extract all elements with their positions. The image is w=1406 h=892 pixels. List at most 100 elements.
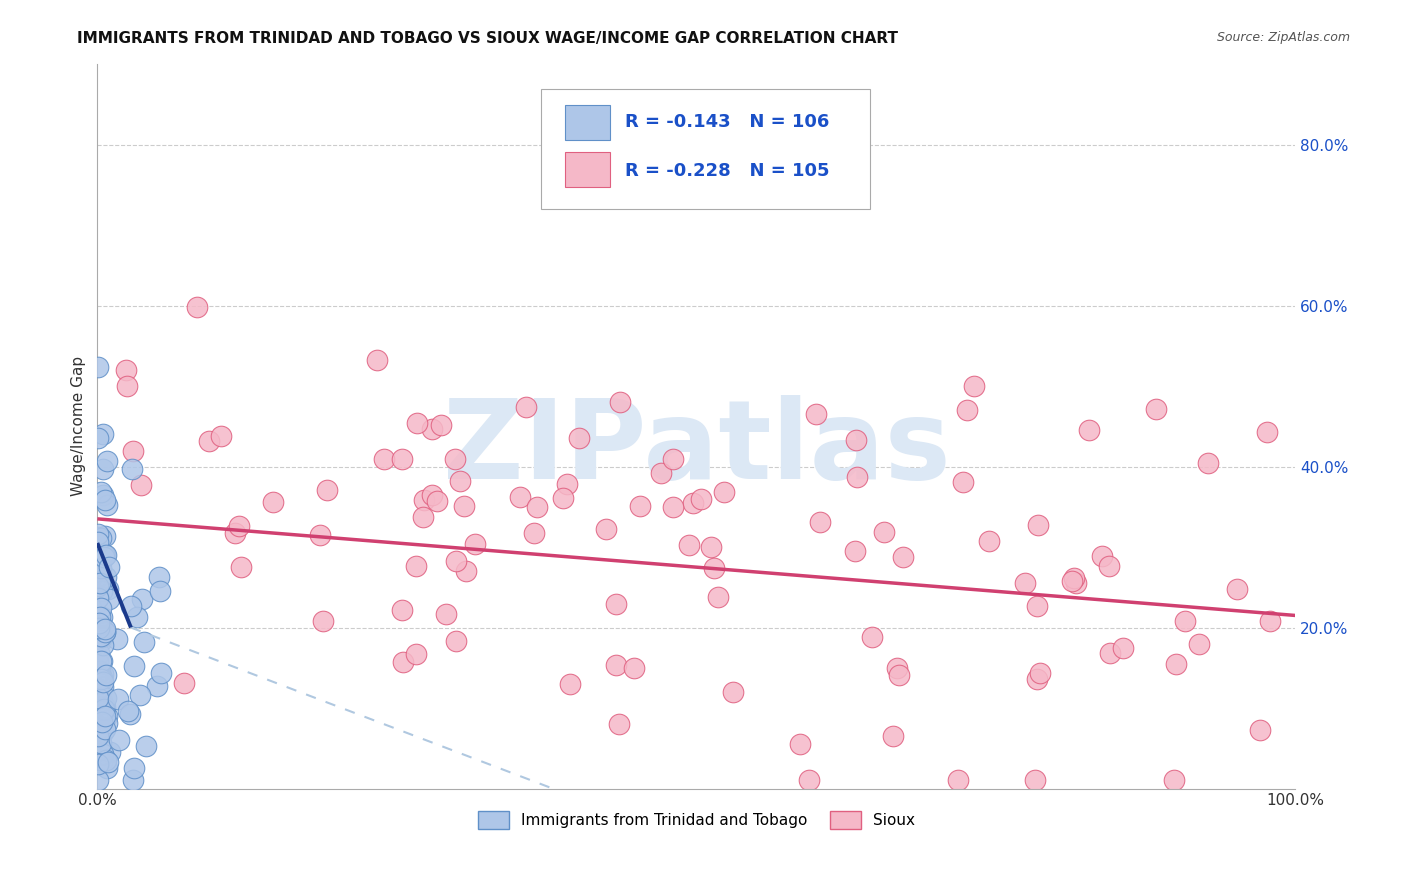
- Point: [91, 584, 114, 599]
- Point: [90, 630, 112, 644]
- Point: [623, 661, 645, 675]
- Point: [628, 499, 651, 513]
- Text: Source: ZipAtlas.com: Source: ZipAtlas.com: [1216, 31, 1350, 45]
- Point: [186, 300, 208, 314]
- Point: [889, 668, 911, 682]
- Point: [229, 560, 252, 574]
- Point: [96, 708, 118, 723]
- Point: [90, 736, 112, 750]
- Point: [682, 496, 704, 510]
- Point: [789, 737, 811, 751]
- Point: [886, 661, 908, 675]
- Point: [1063, 571, 1085, 585]
- Point: [91, 725, 114, 739]
- Point: [94, 548, 117, 562]
- Point: [605, 597, 627, 611]
- Point: [122, 658, 145, 673]
- Point: [1174, 614, 1197, 628]
- Point: [420, 488, 443, 502]
- Point: [87, 773, 110, 788]
- Y-axis label: Wage/Income Gap: Wage/Income Gap: [72, 356, 86, 496]
- Point: [87, 729, 110, 743]
- Point: [662, 500, 685, 514]
- Point: [956, 403, 979, 417]
- Point: [94, 722, 117, 736]
- Point: [1026, 517, 1049, 532]
- Point: [135, 739, 157, 754]
- Point: [89, 564, 111, 578]
- Point: [806, 407, 828, 421]
- Point: [94, 667, 117, 681]
- Point: [149, 584, 172, 599]
- Point: [224, 526, 246, 541]
- Point: [87, 714, 110, 729]
- Point: [91, 747, 114, 762]
- Point: [90, 532, 112, 546]
- Point: [1026, 672, 1049, 686]
- Point: [115, 378, 138, 392]
- Point: [650, 466, 672, 480]
- Point: [94, 624, 117, 639]
- Point: [90, 561, 112, 575]
- Point: [1197, 456, 1219, 470]
- Point: [523, 525, 546, 540]
- Point: [121, 773, 143, 788]
- Point: [87, 665, 110, 679]
- Point: [91, 755, 114, 769]
- Point: [87, 723, 110, 737]
- Point: [1091, 549, 1114, 563]
- Point: [93, 666, 115, 681]
- Point: [420, 422, 443, 436]
- Point: [93, 624, 115, 639]
- Point: [117, 704, 139, 718]
- Point: [1099, 646, 1122, 660]
- Point: [93, 550, 115, 565]
- Point: [90, 672, 112, 686]
- Point: [89, 709, 111, 723]
- Point: [366, 353, 388, 368]
- Point: [413, 493, 436, 508]
- Point: [96, 716, 118, 731]
- Point: [87, 691, 110, 706]
- Point: [1258, 614, 1281, 628]
- Point: [797, 773, 820, 788]
- Point: [405, 647, 427, 661]
- Point: [405, 559, 427, 574]
- Point: [94, 492, 117, 507]
- Point: [87, 360, 110, 375]
- Point: [118, 706, 141, 721]
- Point: [453, 500, 475, 514]
- Text: ZIPatlas: ZIPatlas: [443, 394, 950, 501]
- Point: [87, 530, 110, 544]
- Point: [93, 548, 115, 562]
- Point: [94, 700, 117, 714]
- Point: [93, 702, 115, 716]
- Legend: Immigrants from Trinidad and Tobago, Sioux: Immigrants from Trinidad and Tobago, Sio…: [472, 805, 921, 835]
- Point: [90, 629, 112, 643]
- Point: [873, 525, 896, 540]
- Point: [1144, 402, 1167, 417]
- Point: [129, 689, 152, 703]
- Point: [1163, 773, 1185, 788]
- Point: [89, 695, 111, 709]
- Point: [146, 679, 169, 693]
- Point: [1078, 423, 1101, 437]
- Point: [91, 610, 114, 624]
- Point: [87, 579, 110, 593]
- Point: [444, 451, 467, 466]
- Point: [93, 703, 115, 717]
- Point: [90, 617, 112, 632]
- Point: [464, 537, 486, 551]
- Point: [977, 534, 1000, 549]
- Point: [96, 498, 118, 512]
- Point: [893, 550, 915, 565]
- Point: [97, 592, 120, 607]
- Point: [98, 560, 121, 574]
- Point: [90, 568, 112, 582]
- Point: [700, 541, 723, 555]
- Point: [91, 638, 114, 652]
- Point: [91, 426, 114, 441]
- Point: [131, 592, 153, 607]
- Point: [1098, 558, 1121, 573]
- Point: [198, 434, 221, 449]
